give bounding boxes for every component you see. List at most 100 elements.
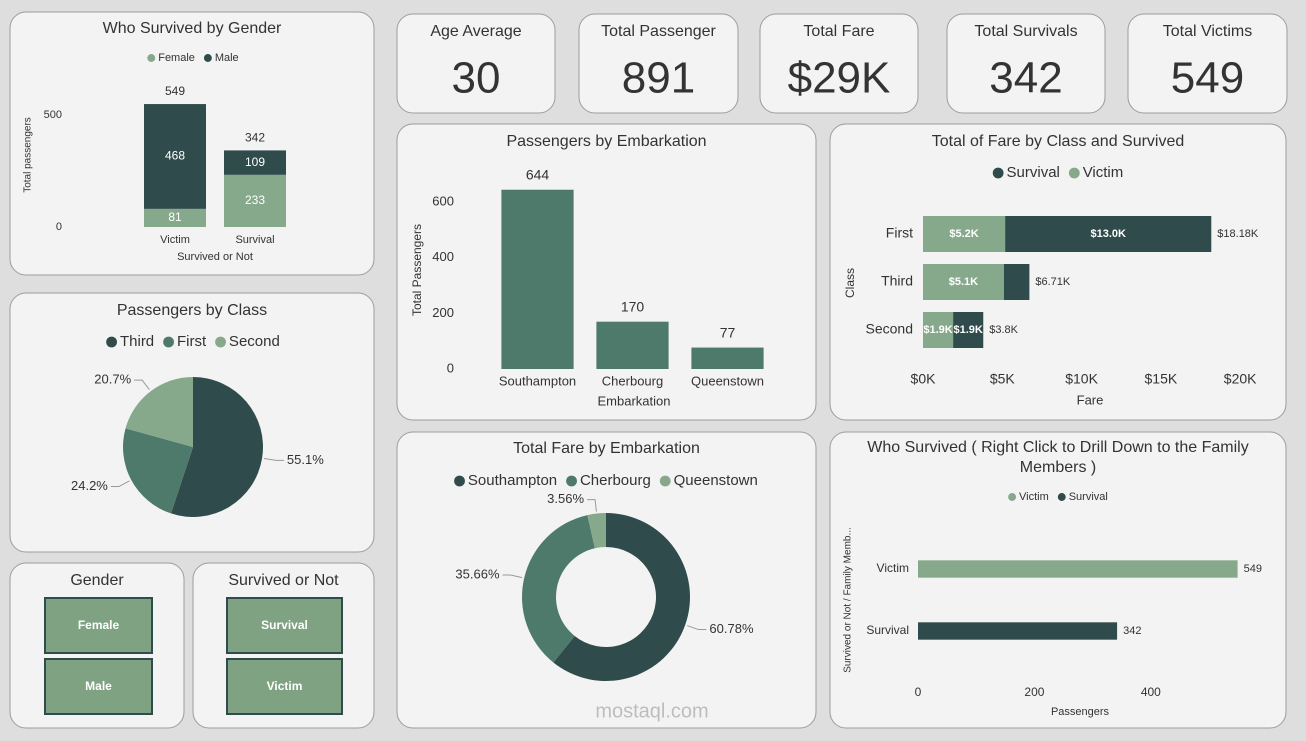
slicer-item[interactable]: Female (78, 618, 120, 632)
slice (125, 377, 193, 447)
legend-swatch (1068, 167, 1080, 179)
y-tick-label: 200 (432, 305, 454, 320)
panel (759, 13, 919, 114)
card-value: 30 (452, 54, 501, 103)
legend-label: Queenstown (674, 472, 758, 489)
leader-line (134, 379, 150, 390)
legend-label: Cherbourg (580, 472, 651, 489)
data-label: $5.1K (949, 276, 978, 288)
data-label: 109 (245, 155, 265, 169)
data-label: $13.0K (1090, 228, 1126, 240)
y-tick-label: Victim (877, 561, 909, 575)
leader-line (110, 480, 130, 488)
slicer-button[interactable] (226, 597, 343, 654)
data-label: 644 (526, 166, 550, 182)
total-label: 342 (245, 131, 265, 145)
bar-segment (224, 150, 286, 175)
slicer-item[interactable]: Victim (267, 679, 303, 693)
x-tick-label: Survival (235, 234, 274, 246)
x-tick-label: $10K (1065, 371, 1098, 387)
x-tick-label: $20K (1224, 371, 1257, 387)
x-tick-label: Victim (160, 234, 190, 246)
data-label: 35.66% (455, 566, 500, 581)
slice (522, 515, 595, 663)
x-tick-label: $0K (911, 371, 937, 387)
slice (123, 428, 193, 514)
panel (578, 13, 739, 114)
data-label: 342 (1123, 625, 1141, 637)
slicer-item[interactable]: Survival (261, 618, 308, 632)
card-value: 891 (622, 54, 695, 103)
panel (1127, 13, 1288, 114)
title-box: Who Survived ( Right Click to Drill Down… (867, 439, 1248, 476)
legend-swatch (454, 475, 465, 487)
y-tick-label: 0 (56, 221, 62, 233)
panel (829, 431, 1287, 729)
y-tick-label: 400 (432, 249, 454, 264)
bar-segment (144, 208, 206, 227)
card-value: 549 (1171, 54, 1244, 103)
bar-segment (953, 312, 984, 348)
total-label: $18.18K (1217, 228, 1259, 240)
slicer-item[interactable]: Male (85, 679, 112, 693)
slicer-title: Gender (70, 572, 124, 589)
bar (918, 622, 1118, 640)
data-label: 233 (245, 193, 265, 207)
x-axis-label: Embarkation (598, 393, 671, 408)
x-tick-label: Southampton (499, 373, 576, 388)
legend-label: Survival (1007, 164, 1060, 181)
data-label: 3.56% (547, 491, 584, 506)
data-label: 24.2% (71, 478, 108, 493)
slicer-button[interactable] (226, 658, 343, 715)
legend-swatch (215, 336, 226, 348)
data-label: 170 (621, 298, 645, 314)
x-tick-label: $15K (1145, 371, 1178, 387)
y-tick-label: 0 (447, 360, 454, 375)
y-axis-label: Class (843, 268, 857, 298)
slice (170, 377, 264, 517)
data-label: 55.1% (287, 452, 324, 467)
legend: Survival Victim (992, 164, 1124, 181)
legend-label: First (177, 333, 207, 350)
total-label: $6.71K (1035, 276, 1071, 288)
panel (396, 13, 556, 114)
legend-label: Female (158, 52, 195, 64)
data-label: 77 (720, 324, 736, 340)
bar-segment (923, 216, 1006, 252)
watermark: mostaql.com (595, 700, 708, 722)
legend-label: Third (120, 333, 154, 350)
data-label: 81 (168, 210, 182, 224)
data-label: $5.2K (949, 228, 978, 240)
card-value: $29K (788, 54, 891, 103)
y-tick-label: Second (866, 321, 913, 337)
card-title: Total Victims (1163, 23, 1253, 40)
slicer-button[interactable] (44, 658, 153, 715)
legend-swatch (659, 475, 671, 487)
x-axis-label: Survived or Not (177, 251, 253, 263)
x-tick-label: Queenstown (691, 373, 764, 388)
legend-swatch (566, 475, 577, 487)
card-title: Total Fare (803, 23, 874, 40)
card-title: Age Average (430, 23, 521, 40)
total-label: $3.8K (989, 324, 1018, 336)
legend-label: Victim (1083, 164, 1124, 181)
bar (918, 560, 1238, 578)
legend: Victim Survival (1008, 491, 1108, 503)
bar (501, 189, 574, 369)
slicer-button[interactable] (44, 597, 153, 654)
card-title: Total Passenger (601, 23, 716, 40)
leader-line (263, 457, 284, 461)
x-axis-label: Passengers (1051, 706, 1110, 718)
slicer-title: Survived or Not (228, 572, 339, 589)
legend-label: Southampton (468, 472, 557, 489)
panel (396, 431, 817, 729)
data-label: $1.9K (923, 324, 952, 336)
panel (946, 13, 1106, 114)
data-label: 468 (165, 149, 185, 163)
x-tick-label: Cherbourg (602, 373, 663, 388)
card-title: Total Survivals (974, 23, 1077, 40)
legend-swatch (147, 54, 156, 62)
bar-segment (923, 264, 1004, 300)
data-label: $1.9K (954, 324, 983, 336)
x-tick-label: 0 (915, 685, 922, 699)
